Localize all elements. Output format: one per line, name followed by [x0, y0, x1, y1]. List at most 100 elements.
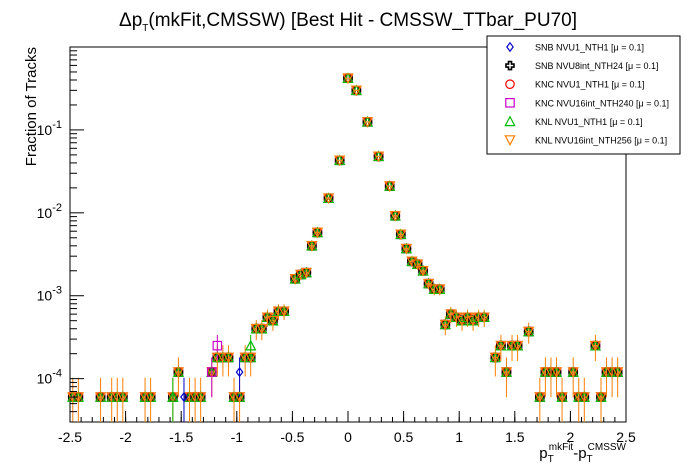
triangle-up-marker: [245, 339, 257, 351]
triangle-down-marker: [311, 227, 324, 239]
square-marker: [505, 97, 515, 108]
data-point: [422, 277, 435, 290]
legend-item: KNC NVU1_NTH1 [μ = 0.1]: [505, 79, 644, 90]
data-point: [478, 311, 490, 324]
data-markers: [67, 72, 624, 404]
data-point: [389, 209, 401, 222]
data-point: [342, 72, 354, 85]
data-point: [306, 239, 318, 252]
triangle-down-marker: [495, 340, 507, 352]
legend-item: KNC NVU16int_NTH240 [μ = 0.1]: [505, 97, 669, 108]
triangle-down-marker: [534, 392, 546, 404]
triangle-down-marker: [117, 392, 129, 404]
data-point: [372, 150, 385, 163]
cross-marker: [505, 60, 515, 71]
x-tick-label: -1: [231, 429, 244, 445]
data-point: [578, 391, 590, 404]
x-axis: -2.5 -2 -1.5 -1 -0.5 0 0.5 1 1.5 2 2.5: [58, 411, 636, 445]
data-point: [495, 339, 507, 352]
triangle-down-marker: [278, 306, 290, 318]
circle-marker: [505, 79, 515, 89]
data-point: [500, 366, 513, 379]
triangle-down-marker: [578, 392, 590, 404]
y-tick-label: 10-4: [37, 368, 62, 387]
data-point: [245, 351, 257, 364]
legend-label: KNC NVU1_NTH1 [μ = 0.1]: [535, 80, 644, 90]
triangle-down-marker: [384, 181, 396, 193]
data-point: [434, 283, 446, 296]
outlier-point: [235, 366, 244, 378]
triangle-down-marker: [333, 155, 346, 167]
data-point: [300, 266, 312, 279]
data-point: [523, 325, 535, 338]
data-point: [439, 318, 451, 331]
x-tick-label: -1.5: [169, 429, 193, 445]
outlier-point: [206, 367, 217, 377]
data-point: [361, 115, 374, 128]
legend-item: SNB NVU8int_NTH24 [μ = 0.1]: [505, 60, 659, 71]
data-point: [256, 322, 268, 335]
data-point: [194, 391, 207, 404]
data-point: [395, 228, 407, 241]
triangle-down-marker: [233, 392, 246, 404]
triangle-down-marker: [306, 241, 318, 252]
y-axis-label: Fraction of Tracks: [23, 47, 40, 166]
triangle-down-marker: [556, 392, 568, 404]
data-point: [595, 391, 607, 404]
triangle-down-marker: [94, 392, 107, 404]
legend-item: SNB NVU1_NTH1 [μ = 0.1]: [506, 41, 644, 53]
triangle-down-marker: [300, 267, 312, 279]
legend-box: [486, 35, 681, 155]
legend: SNB NVU1_NTH1 [μ = 0.1] SNB NVU8int_NTH24…: [486, 35, 681, 155]
triangle-down-marker: [550, 367, 563, 379]
triangle-down-marker: [500, 367, 513, 379]
x-tick-label: -2.5: [58, 429, 82, 445]
data-point: [384, 180, 396, 193]
data-point: [333, 154, 346, 167]
y-tick-label: 10-1: [37, 119, 62, 138]
legend-label: KNL NVU16int_NTH256 [μ = 0.1]: [535, 136, 667, 146]
data-point: [556, 391, 568, 404]
legend-label: SNB NVU1_NTH1 [μ = 0.1]: [535, 43, 644, 53]
triangle-down-marker: [504, 135, 516, 146]
outlier-point: [212, 340, 223, 351]
triangle-down-marker: [434, 284, 446, 296]
triangle-down-marker: [256, 323, 268, 335]
data-point: [611, 366, 624, 379]
legend-item: KNL NVU1_NTH1 [μ = 0.1]: [504, 115, 643, 127]
square-marker: [212, 340, 223, 351]
triangle-down-marker: [342, 73, 354, 85]
x-tick-label: -2: [119, 429, 132, 445]
legend-label: SNB NVU8int_NTH24 [μ = 0.1]: [535, 61, 659, 71]
data-point: [550, 366, 563, 379]
triangle-down-marker: [194, 392, 207, 404]
triangle-down-marker: [372, 151, 385, 163]
y-tick-label: 10-3: [37, 285, 62, 304]
data-point: [589, 339, 602, 352]
outlier-point: [245, 339, 257, 351]
legend-label: KNL NVU1_NTH1 [μ = 0.1]: [535, 117, 643, 127]
data-point: [489, 351, 502, 364]
triangle-down-marker: [523, 326, 535, 338]
triangle-down-marker: [400, 243, 413, 255]
triangle-up-marker: [167, 391, 179, 402]
outlier-point: [180, 391, 188, 403]
data-point: [278, 305, 290, 318]
triangle-down-marker: [611, 367, 624, 379]
triangle-down-marker: [267, 315, 279, 327]
diamond-marker: [235, 366, 244, 378]
x-tick-label: 1.5: [505, 429, 525, 445]
x-tick-label: -0.5: [280, 429, 304, 445]
triangle-down-marker: [350, 85, 363, 97]
x-tick-label: 2.5: [616, 429, 636, 445]
triangle-down-marker: [478, 312, 490, 324]
data-point: [117, 391, 129, 404]
triangle-up-marker: [504, 115, 516, 127]
triangle-down-marker: [589, 340, 602, 352]
triangle-down-marker: [389, 211, 401, 222]
data-point: [534, 391, 546, 404]
triangle-down-marker: [172, 367, 185, 379]
triangle-down-marker: [417, 265, 429, 277]
y-axis: 10-4 10-3 10-2 10-1: [37, 46, 84, 423]
